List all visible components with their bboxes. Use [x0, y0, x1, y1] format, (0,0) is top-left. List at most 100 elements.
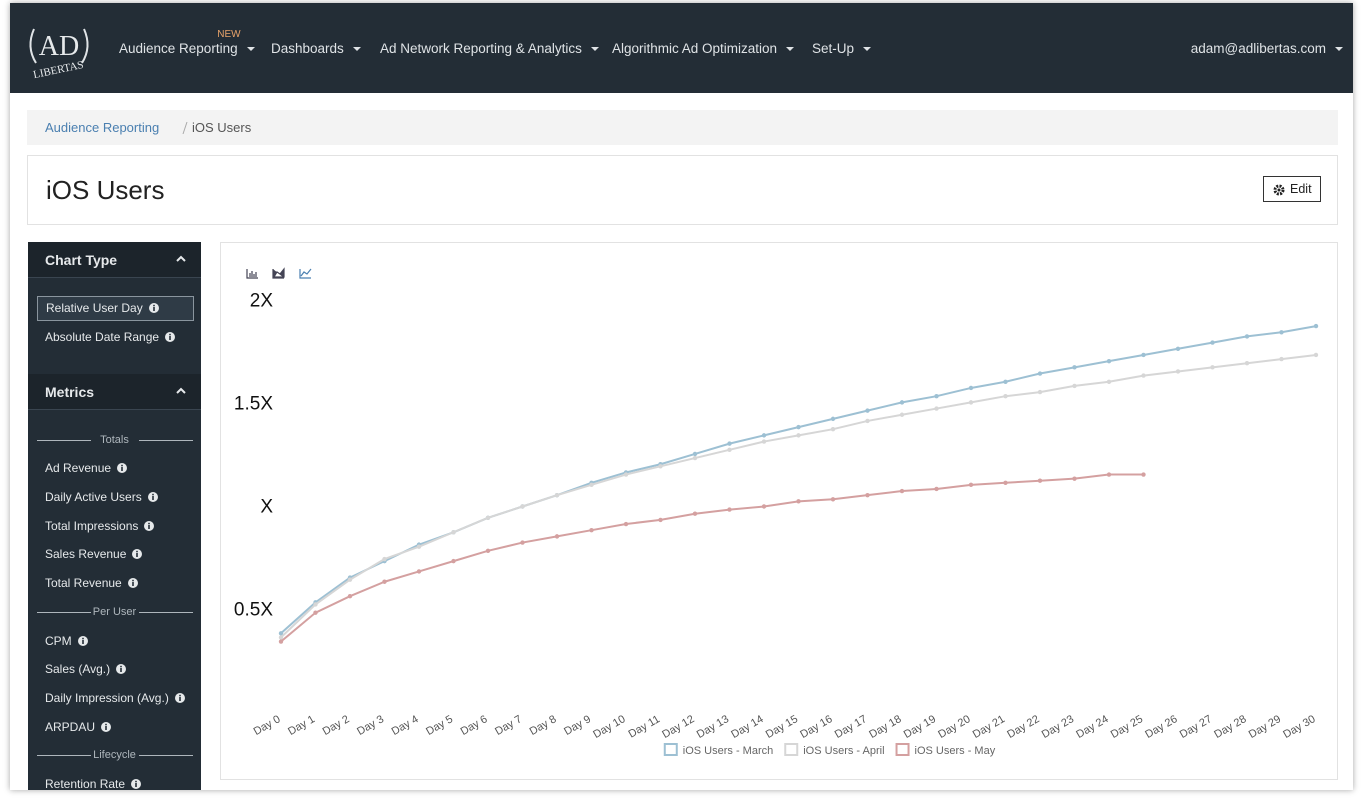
- sidebar-item[interactable]: CPM: [28, 627, 201, 656]
- item-label: Daily Active Users: [45, 490, 142, 505]
- data-point: [692, 455, 698, 461]
- item-label: Retention Rate: [45, 776, 126, 790]
- section-title: Chart Type: [45, 252, 118, 268]
- spacer: [28, 410, 201, 426]
- data-point: [899, 488, 905, 494]
- data-point: [934, 406, 939, 411]
- x-tick-label: Day 20: [936, 713, 972, 741]
- logo[interactable]: AD LIBERTAS: [22, 13, 96, 83]
- data-point: [761, 439, 767, 444]
- sidebar-item[interactable]: Sales Revenue: [28, 540, 201, 569]
- x-tick-label: Day 25: [1109, 713, 1145, 741]
- section-header[interactable]: Chart Type: [28, 242, 201, 278]
- sidebar-item[interactable]: Retention Rate: [28, 770, 201, 790]
- data-point: [934, 486, 939, 492]
- data-point: [278, 631, 284, 636]
- data-point: [382, 579, 387, 584]
- data-point: [1210, 365, 1215, 370]
- sidebar-item[interactable]: Sales (Avg.): [28, 655, 201, 684]
- x-tick-label: Day 3: [355, 713, 386, 738]
- sidebar-item[interactable]: Total Revenue: [28, 569, 201, 598]
- breadcrumb-link[interactable]: Audience Reporting: [45, 120, 160, 135]
- data-point: [1072, 365, 1077, 370]
- sidebar-item[interactable]: Daily Impression (Avg.): [28, 684, 201, 713]
- item-label: Total Impressions: [45, 518, 139, 533]
- data-point: [1279, 356, 1284, 362]
- data-point: [968, 385, 974, 391]
- legend-swatch: [784, 743, 799, 756]
- title-panel: iOS Users Edit: [27, 155, 1338, 225]
- data-point: [761, 433, 767, 438]
- data-point: [416, 569, 422, 574]
- data-point: [899, 400, 905, 405]
- data-point: [692, 511, 698, 516]
- legend-label: iOS Users - March: [683, 745, 773, 757]
- group-divider: Per User: [28, 598, 201, 627]
- data-point: [1106, 358, 1112, 364]
- x-tick-label: Day 18: [867, 713, 903, 741]
- data-point: [416, 544, 422, 549]
- user-menu[interactable]: adam@adlibertas.com: [1191, 41, 1343, 56]
- data-point: [1313, 352, 1319, 358]
- x-tick-label: Day 19: [902, 713, 938, 741]
- nav-item[interactable]: Audience Reporting NEW: [119, 29, 255, 56]
- chart-type-icons: [246, 267, 312, 279]
- sidebar-item[interactable]: ARPDAU: [28, 713, 201, 742]
- data-point: [830, 416, 836, 422]
- x-tick-label: Day 9: [562, 713, 593, 738]
- data-point: [1037, 389, 1043, 395]
- breadcrumb-current: iOS Users: [192, 120, 252, 135]
- data-point: [1072, 476, 1077, 481]
- page-title: iOS Users: [46, 175, 165, 205]
- data-point: [865, 408, 870, 413]
- section-title: Metrics: [45, 383, 95, 400]
- chart-type-list: Relative User Day Absolute Date Range: [28, 278, 201, 374]
- data-point: [968, 482, 974, 488]
- data-point: [1072, 383, 1077, 389]
- data-point: [451, 530, 456, 535]
- x-tick-label: Day 8: [528, 713, 559, 738]
- nav-label: Algorithmic Ad Optimization: [612, 41, 778, 56]
- item-label: Ad Revenue: [45, 461, 112, 476]
- data-point: [796, 499, 801, 504]
- edit-label: Edit: [1290, 182, 1312, 196]
- x-tick-label: Day 24: [1074, 713, 1110, 741]
- sidebar-item[interactable]: Daily Active Users: [28, 483, 201, 512]
- x-tick-label: Day 2: [321, 713, 352, 738]
- data-point: [727, 441, 732, 446]
- data-point: [1313, 323, 1319, 329]
- nav-item[interactable]: Set-Up: [812, 41, 872, 56]
- item-label: Relative User Day: [46, 301, 143, 315]
- nav-item[interactable]: Dashboards: [271, 41, 361, 56]
- legend-label: iOS Users - April: [803, 745, 884, 757]
- separator: [182, 122, 188, 134]
- data-point: [692, 451, 698, 457]
- data-point: [1003, 480, 1008, 485]
- nav-item[interactable]: Algorithmic Ad Optimization: [612, 41, 795, 56]
- section-header[interactable]: Metrics: [28, 373, 201, 410]
- data-point: [589, 482, 594, 488]
- nav-item[interactable]: Ad Network Reporting & Analytics: [380, 41, 599, 56]
- data-point: [451, 558, 456, 564]
- nav-label: Ad Network Reporting & Analytics: [380, 41, 582, 56]
- x-tick-label: Day 30: [1281, 713, 1317, 741]
- sidebar-item[interactable]: Relative User Day: [37, 296, 194, 321]
- data-point: [658, 517, 663, 523]
- edit-button[interactable]: Edit: [1263, 176, 1321, 202]
- item-label: Sales (Avg.): [45, 662, 111, 677]
- data-point: [485, 515, 491, 521]
- sidebar-item[interactable]: Absolute Date Range: [28, 323, 201, 352]
- sidebar-item[interactable]: Ad Revenue: [28, 454, 201, 483]
- item-label: ARPDAU: [45, 719, 96, 734]
- data-point: [761, 504, 767, 509]
- app: AD LIBERTAS Audience Reporting NEW Dashboa…: [10, 3, 1353, 790]
- sidebar-item[interactable]: Total Impressions: [28, 512, 201, 541]
- data-point: [727, 447, 732, 452]
- new-badge: NEW: [217, 29, 241, 40]
- data-point: [1141, 373, 1146, 378]
- data-point: [1244, 361, 1250, 366]
- data-point: [347, 577, 353, 582]
- x-tick-label: Day 4: [390, 713, 421, 738]
- data-point: [658, 464, 663, 469]
- data-point: [796, 433, 801, 438]
